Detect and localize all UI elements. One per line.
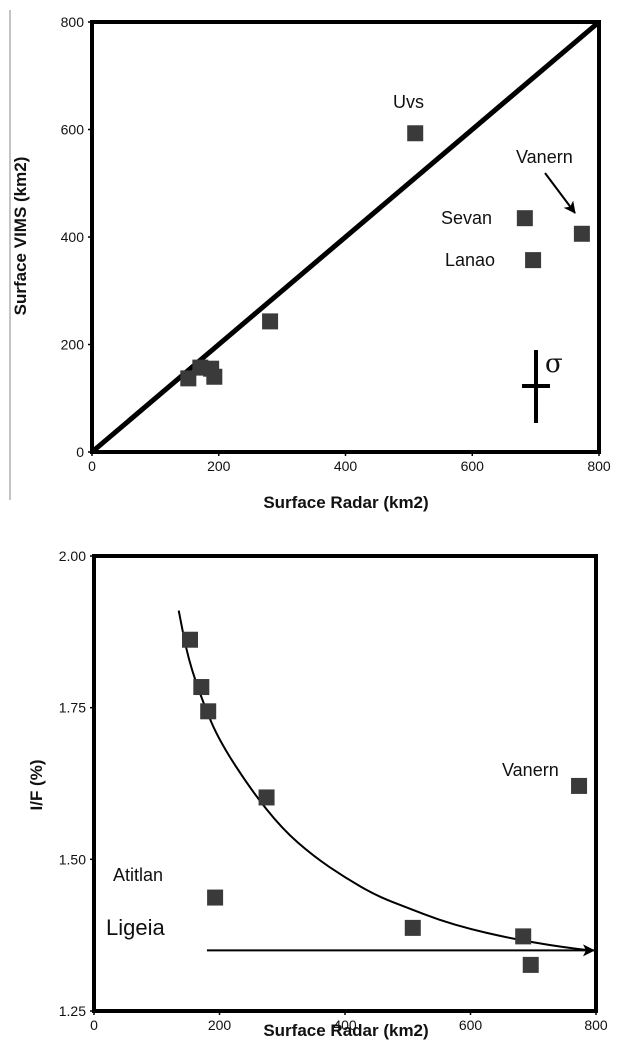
data-point <box>516 210 533 227</box>
data-point <box>207 889 224 906</box>
sigma-symbol: σ <box>545 349 563 379</box>
label-uvs: Uvs <box>393 92 424 112</box>
y-tick-label: 1.50 <box>59 851 86 867</box>
c2-y-axis-title: I/F (%) <box>27 760 46 811</box>
c2-x-axis-title: Surface Radar (km2) <box>263 1021 428 1040</box>
x-tick-label: 600 <box>461 458 485 474</box>
data-point <box>200 703 217 720</box>
data-point <box>522 956 539 973</box>
data-point <box>571 777 588 794</box>
y-tick-label: 200 <box>61 337 85 353</box>
data-point <box>182 631 199 648</box>
label-vanern-top: Vanern <box>516 147 573 167</box>
c1-data-points <box>180 125 590 387</box>
data-point <box>407 125 424 142</box>
label-lanao: Lanao <box>445 250 495 270</box>
y-tick-label: 2.00 <box>59 548 86 564</box>
data-point <box>262 313 279 330</box>
data-point <box>515 928 532 945</box>
label-atitlan: Atitlan <box>113 865 163 885</box>
chart-surface-vims: 0 200 400 600 800 0 200 400 600 800 Uvs Vanern Se… <box>11 14 611 512</box>
data-point <box>258 789 275 806</box>
fit-curve <box>177 610 590 952</box>
x-tick-label: 0 <box>90 1017 98 1033</box>
data-point <box>525 252 542 269</box>
y-tick-label: 600 <box>61 122 85 138</box>
label-vanern-bottom: Vanern <box>502 760 559 780</box>
y-tick-label: 400 <box>61 229 85 245</box>
label-ligeia: Ligeia <box>106 915 165 940</box>
data-point <box>193 679 210 696</box>
x-tick-label: 400 <box>333 1017 357 1033</box>
data-point <box>180 370 197 387</box>
one-to-one-line <box>90 20 601 454</box>
data-point <box>206 368 223 385</box>
x-tick-label: 200 <box>207 458 231 474</box>
c1-x-axis-title: Surface Radar (km2) <box>263 493 428 512</box>
label-sevan: Sevan <box>441 208 492 228</box>
data-point <box>404 919 421 936</box>
c1-y-axis-title: Surface VIMS (km2) <box>11 157 30 316</box>
x-tick-label: 600 <box>459 1017 483 1033</box>
y-tick-label: 1.25 <box>59 1003 86 1019</box>
c2-plot-frame <box>92 554 598 1013</box>
y-tick-label: 0 <box>76 444 84 460</box>
data-point <box>573 225 590 242</box>
x-tick-label: 800 <box>584 1017 608 1033</box>
y-tick-label: 800 <box>61 14 85 30</box>
c2-tick-labels: 0 200 400 600 800 1.25 1.50 1.75 2.00 <box>59 548 608 1033</box>
x-tick-label: 800 <box>587 458 611 474</box>
chart-if: 0 200 400 600 800 1.25 1.50 1.75 2.00 Vanern Ati… <box>27 548 608 1040</box>
x-tick-label: 200 <box>208 1017 232 1033</box>
x-tick-label: 400 <box>334 458 358 474</box>
y-tick-label: 1.75 <box>59 700 86 716</box>
c2-data-points <box>182 631 588 973</box>
x-tick-label: 0 <box>88 458 96 474</box>
c1-plot-frame <box>90 20 601 454</box>
vanern-arrow <box>544 172 576 214</box>
